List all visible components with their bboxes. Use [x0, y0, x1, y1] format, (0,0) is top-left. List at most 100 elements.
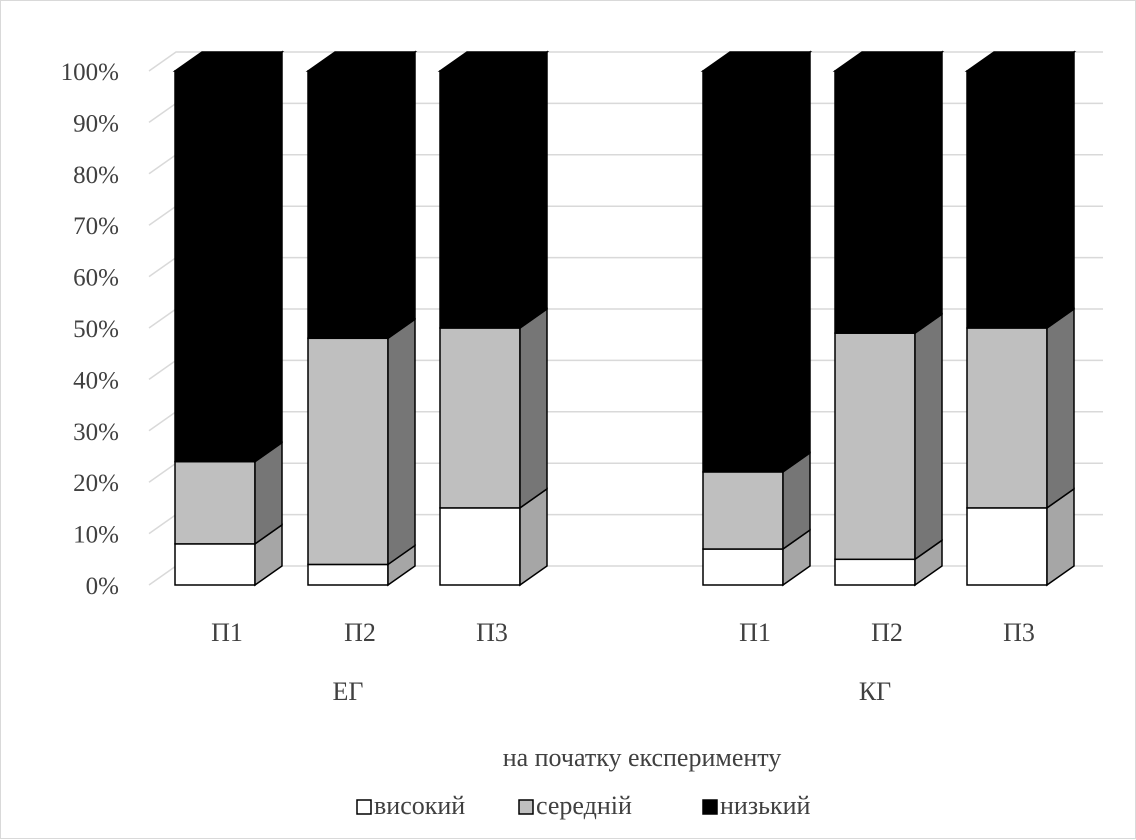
bar-segment-high — [307, 543, 416, 587]
gridline — [148, 513, 1103, 535]
bar-front-face — [702, 70, 784, 473]
x-category-label: П1 — [211, 618, 243, 647]
bar-side-face — [1046, 50, 1075, 330]
gridline — [148, 205, 1103, 226]
bar-top-face — [305, 51, 418, 72]
bar-side-face — [782, 50, 811, 474]
bar-front-face — [439, 70, 521, 329]
bar-front-face — [834, 332, 916, 561]
gridlines — [148, 51, 1103, 586]
gridline — [148, 359, 1103, 381]
y-tick-label: 80% — [73, 162, 119, 189]
y-tick-label: 30% — [73, 419, 119, 446]
x-category-label: П1 — [739, 618, 771, 647]
y-tick-label: 0% — [86, 573, 119, 600]
legend: високий середній низький — [356, 791, 811, 820]
bar-front-face — [174, 70, 256, 463]
legend-swatch-medium — [518, 799, 534, 815]
bar-front-face — [966, 327, 1048, 509]
bar-segment-high — [834, 538, 943, 587]
bar-side-face — [254, 50, 283, 464]
y-tick-label: 10% — [73, 522, 119, 549]
stacked-bar — [305, 50, 418, 587]
bar-front-face — [702, 548, 784, 586]
bar-segment-medium — [966, 307, 1075, 510]
bar-front-face — [174, 460, 256, 545]
bar-front-face — [439, 507, 521, 586]
bar-front-face — [439, 327, 521, 509]
bar-segment-low — [832, 50, 945, 335]
bar-segment-high — [439, 487, 548, 587]
bar-segment-high — [966, 487, 1075, 587]
y-tick-label: 50% — [73, 316, 119, 343]
legend-swatch-low — [702, 799, 718, 815]
y-axis-ticks: 0% 10% 20% 30% 40% 50% 60% 70% 80% 90% 100% — [61, 59, 119, 600]
bar-front-face — [307, 563, 389, 586]
bar-segment-low — [305, 50, 418, 340]
x-axis-categories: П1 П2 П3 ЕГ П1 П2 П3 КГ — [211, 618, 1035, 706]
stacked-bar — [832, 50, 945, 587]
x-category-label: П3 — [1003, 618, 1035, 647]
stacked-bar — [437, 50, 550, 587]
x-category-label: П2 — [344, 618, 376, 647]
bar-side-face — [519, 307, 548, 510]
stacked-bar — [964, 50, 1077, 587]
x-category-label: П3 — [476, 618, 508, 647]
y-tick-label: 100% — [61, 59, 119, 86]
gridline — [148, 256, 1103, 278]
bar-side-face — [1046, 307, 1075, 510]
bar-front-face — [307, 70, 389, 340]
gridline — [148, 51, 1103, 72]
y-tick-label: 90% — [73, 110, 119, 137]
bar-top-face — [172, 51, 285, 72]
legend-label-low: низький — [720, 791, 811, 820]
bar-top-face — [832, 51, 945, 72]
x-group-label: ЕГ — [333, 677, 364, 706]
legend-item-low: низький — [702, 791, 811, 820]
bars — [172, 50, 1077, 587]
bar-segment-medium — [834, 312, 943, 561]
legend-swatch-high — [356, 799, 372, 815]
bar-side-face — [387, 317, 416, 566]
x-axis-title: на початку експерименту — [503, 743, 782, 772]
bar-segment-low — [700, 50, 813, 474]
y-tick-label: 40% — [73, 367, 119, 394]
bar-segment-low — [437, 50, 550, 330]
bar-side-face — [519, 50, 548, 330]
bar-side-face — [387, 50, 416, 340]
bar-top-face — [437, 51, 550, 72]
legend-label-medium: середній — [536, 791, 632, 820]
x-group-label: КГ — [859, 677, 891, 706]
bar-front-face — [834, 558, 916, 586]
bar-segment-low — [964, 50, 1077, 330]
gridline — [148, 154, 1103, 175]
bar-front-face — [966, 70, 1048, 329]
gridline — [148, 411, 1103, 432]
bar-front-face — [966, 507, 1048, 586]
legend-item-high: високий — [356, 791, 465, 820]
legend-label-high: високий — [374, 791, 465, 820]
y-tick-label: 70% — [73, 213, 119, 240]
bar-front-face — [702, 471, 784, 550]
y-tick-label: 20% — [73, 470, 119, 497]
bar-segment-medium — [439, 307, 548, 510]
bar-side-face — [914, 50, 943, 335]
gridline — [148, 102, 1103, 124]
legend-item-medium: середній — [518, 791, 632, 820]
gridline — [148, 565, 1103, 586]
stacked-bar — [172, 50, 285, 587]
bar-segment-medium — [307, 317, 416, 566]
gridline — [148, 308, 1103, 329]
bar-front-face — [174, 543, 256, 586]
bar-segment-low — [172, 50, 285, 464]
bar-top-face — [700, 51, 813, 72]
x-category-label: П2 — [871, 618, 903, 647]
stacked-bar — [700, 50, 813, 587]
gridline — [148, 462, 1103, 483]
y-tick-label: 60% — [73, 265, 119, 292]
bar-side-face — [914, 312, 943, 561]
bar-top-face — [964, 51, 1077, 72]
bar-front-face — [307, 337, 389, 566]
